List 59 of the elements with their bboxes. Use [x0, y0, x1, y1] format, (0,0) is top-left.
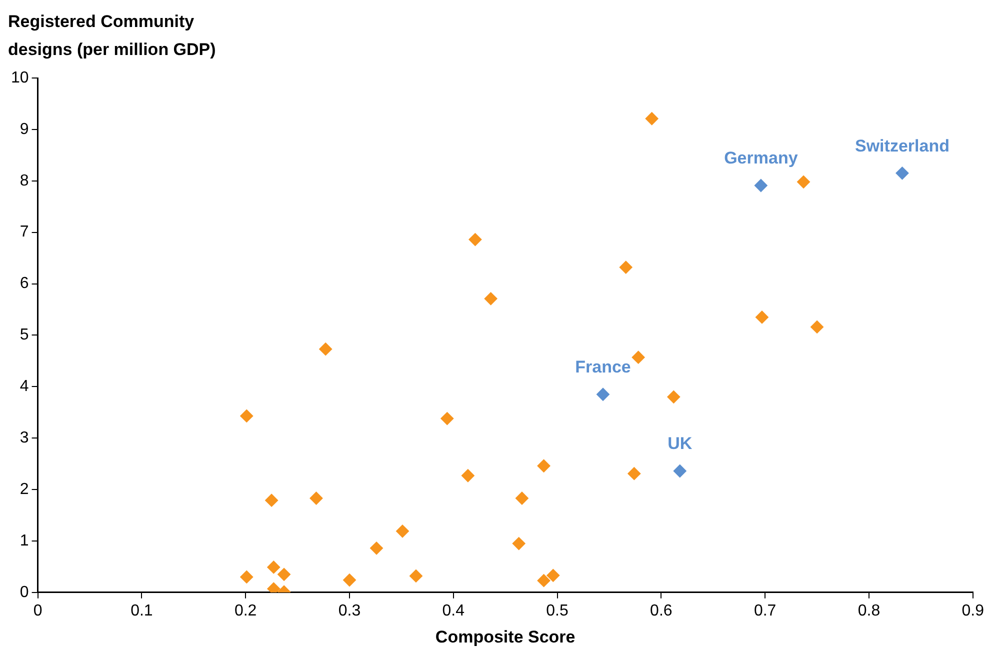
annotation: France	[575, 358, 631, 377]
point	[628, 467, 641, 480]
y-tick-label: 7	[20, 224, 29, 241]
point	[632, 350, 645, 364]
point	[310, 492, 323, 505]
y-tick-label: 6	[20, 275, 29, 292]
point	[537, 574, 550, 588]
point	[645, 112, 658, 126]
annotation: Switzerland	[854, 136, 950, 156]
y-tick-label: 4	[20, 378, 29, 396]
annotation: Germany	[724, 148, 798, 168]
point	[754, 179, 768, 192]
x-tick-label: 0.8	[858, 602, 880, 620]
point	[396, 524, 409, 538]
y-tick-label: 1	[20, 532, 29, 550]
point	[546, 568, 560, 582]
y-tick-label: 9	[20, 120, 29, 138]
x-axis-title: Composite Score	[435, 627, 576, 646]
x-tick-label: 0	[33, 602, 42, 620]
y-tick-label: 10	[11, 69, 29, 86]
point	[537, 459, 550, 472]
x-tick-label: 0.5	[546, 602, 569, 620]
point	[370, 542, 384, 555]
x-tick-label: 0.2	[234, 602, 257, 620]
point	[267, 560, 280, 574]
point	[810, 320, 824, 334]
y-tick-label: 8	[20, 172, 29, 190]
point	[667, 390, 680, 404]
x-tick-label: 0.3	[338, 602, 361, 620]
point	[484, 292, 498, 306]
y-axis-title: Registered Community designs (per million GDP)	[8, 11, 217, 61]
x-tick-label: 0.1	[130, 602, 153, 620]
point	[468, 233, 482, 246]
point	[673, 464, 686, 478]
x-tick-label: 0.9	[962, 602, 984, 620]
point	[515, 492, 528, 505]
point	[440, 412, 454, 426]
annotation: UK	[668, 434, 693, 454]
point	[319, 342, 332, 356]
point	[409, 569, 422, 582]
point	[797, 175, 810, 188]
y-tick-label: 5	[20, 326, 29, 344]
point	[596, 388, 610, 401]
point	[240, 409, 254, 422]
x-tick-label: 0.6	[650, 602, 672, 620]
point	[896, 166, 909, 180]
point	[512, 537, 526, 550]
point	[342, 574, 356, 587]
x-tick-label: 0.7	[754, 602, 776, 620]
x-tick-label: 0.4	[442, 602, 465, 620]
point	[240, 570, 254, 584]
y-tick-label: 3	[20, 429, 29, 446]
point	[265, 494, 278, 507]
point	[755, 310, 768, 324]
point	[619, 260, 632, 274]
y-tick-label: 0	[20, 584, 29, 601]
point	[278, 568, 291, 581]
y-tick-label: 2	[20, 480, 29, 498]
point	[461, 469, 474, 482]
